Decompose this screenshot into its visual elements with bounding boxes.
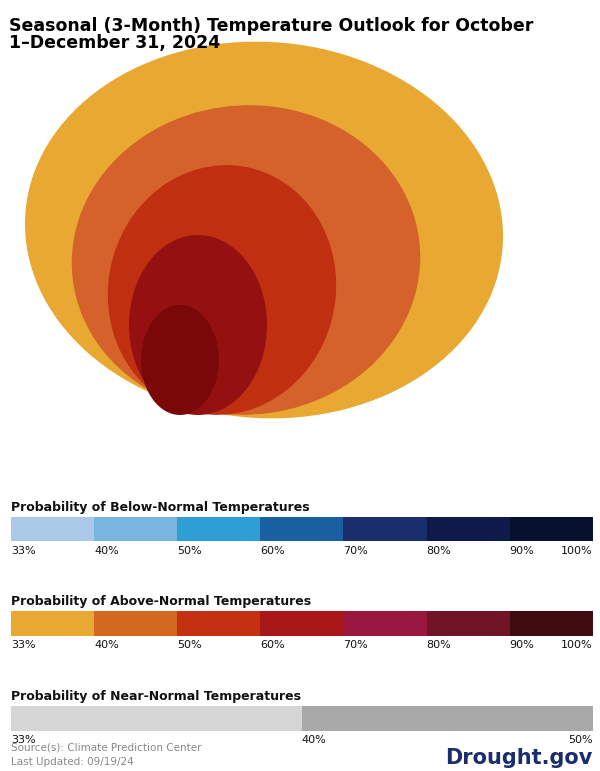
Text: Seasonal (3-Month) Temperature Outlook for October: Seasonal (3-Month) Temperature Outlook f…: [9, 17, 533, 35]
Text: 50%: 50%: [177, 546, 202, 556]
Text: Probability of Below-Normal Temperatures: Probability of Below-Normal Temperatures: [11, 500, 310, 513]
Text: Probability of Above-Normal Temperatures: Probability of Above-Normal Temperatures: [11, 595, 311, 608]
Text: 80%: 80%: [427, 641, 451, 651]
Text: 40%: 40%: [94, 546, 119, 556]
Text: Source(s): Climate Prediction Center
Last Updated: 09/19/24: Source(s): Climate Prediction Center Las…: [11, 742, 202, 767]
Text: 60%: 60%: [260, 641, 285, 651]
Text: 33%: 33%: [11, 736, 35, 746]
Text: 80%: 80%: [427, 546, 451, 556]
Text: 70%: 70%: [343, 546, 368, 556]
Text: 70%: 70%: [343, 641, 368, 651]
Text: 40%: 40%: [94, 641, 119, 651]
Text: 90%: 90%: [509, 546, 535, 556]
Text: 33%: 33%: [11, 641, 35, 651]
Ellipse shape: [141, 305, 219, 415]
Text: 40%: 40%: [302, 736, 326, 746]
Text: 1–December 31, 2024: 1–December 31, 2024: [9, 34, 220, 52]
Text: 50%: 50%: [568, 736, 593, 746]
Text: 60%: 60%: [260, 546, 285, 556]
Ellipse shape: [108, 165, 336, 415]
Text: 33%: 33%: [11, 546, 35, 556]
Ellipse shape: [25, 42, 503, 419]
Text: Drought.gov: Drought.gov: [445, 748, 593, 768]
Text: 100%: 100%: [561, 641, 593, 651]
Text: 100%: 100%: [561, 546, 593, 556]
Text: 90%: 90%: [509, 641, 535, 651]
Text: Probability of Near-Normal Temperatures: Probability of Near-Normal Temperatures: [11, 690, 301, 703]
Ellipse shape: [129, 235, 267, 415]
Ellipse shape: [72, 105, 420, 415]
Text: 50%: 50%: [177, 641, 202, 651]
